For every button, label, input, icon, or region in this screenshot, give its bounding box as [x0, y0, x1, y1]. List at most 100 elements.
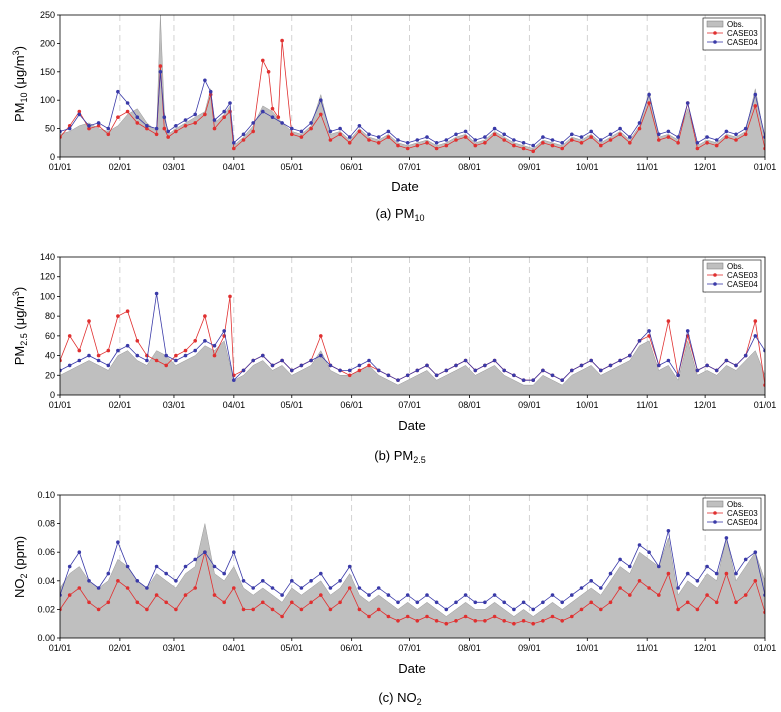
data-point-case04	[405, 373, 410, 378]
data-point-case04	[492, 358, 497, 363]
data-point-case04	[228, 101, 232, 105]
data-point-case03	[599, 607, 603, 612]
data-point-case04	[685, 101, 690, 105]
data-point-case04	[734, 571, 738, 576]
y-tick-label: 60	[45, 331, 55, 341]
data-point-case04	[77, 550, 82, 554]
data-point-case04	[502, 368, 507, 373]
data-point-case04	[328, 586, 333, 590]
data-point-case04	[261, 579, 265, 583]
data-point-case04	[106, 363, 111, 368]
data-point-case03	[174, 607, 178, 612]
data-point-case03	[570, 614, 574, 619]
data-point-case04	[106, 571, 111, 576]
data-point-case04	[415, 138, 420, 142]
data-point-case03	[386, 614, 391, 619]
data-point-case03	[483, 619, 487, 623]
data-point-case03	[637, 579, 642, 583]
data-point-case03	[676, 141, 680, 145]
x-tick-label: 08/01	[458, 162, 481, 172]
data-point-case03	[193, 339, 197, 343]
data-point-case04	[193, 112, 197, 117]
data-point-case03	[560, 146, 564, 151]
data-point-case03	[183, 348, 188, 353]
data-point-case03	[705, 593, 709, 597]
data-point-case04	[521, 600, 526, 605]
data-point-case03	[164, 363, 168, 368]
x-tick-label: 09/01	[518, 400, 541, 410]
data-point-case04	[67, 363, 72, 368]
data-point-case03	[367, 614, 371, 619]
data-point-case04	[541, 368, 545, 373]
data-point-case04	[125, 101, 130, 105]
y-tick-label: 80	[45, 311, 55, 321]
data-point-case03	[367, 138, 371, 142]
data-point-case04	[319, 353, 323, 358]
data-point-case03	[386, 135, 391, 139]
x-axis-label: Date	[391, 179, 418, 194]
x-tick-label: 10/01	[576, 400, 599, 410]
data-point-case03	[415, 619, 420, 623]
data-point-case04	[579, 586, 584, 590]
data-point-case03	[444, 143, 449, 148]
data-point-case04	[347, 135, 352, 139]
data-point-case03	[666, 571, 671, 576]
data-point-case04	[338, 126, 342, 131]
data-point-case04	[463, 358, 468, 363]
data-point-case04	[60, 593, 62, 597]
data-point-case04	[454, 363, 458, 368]
data-point-case04	[67, 564, 72, 569]
data-point-case04	[483, 363, 487, 368]
data-point-case03	[77, 109, 82, 114]
data-point-case04	[483, 600, 487, 605]
data-point-case03	[483, 141, 487, 145]
x-tick-label: 03/01	[163, 643, 186, 653]
series-area-obs	[60, 339, 765, 395]
data-point-case04	[367, 358, 371, 363]
data-point-case03	[299, 607, 304, 612]
data-point-case04	[193, 348, 197, 353]
data-point-case04	[357, 586, 362, 590]
data-point-case04	[676, 373, 680, 378]
data-point-case03	[376, 607, 381, 612]
data-point-case04	[162, 115, 167, 119]
data-point-case04	[608, 571, 613, 576]
data-point-case04	[232, 378, 236, 383]
data-point-case04	[261, 109, 265, 114]
x-tick-label: 10/01	[576, 643, 599, 653]
x-tick-label: 09/01	[518, 162, 541, 172]
data-point-case04	[425, 363, 429, 368]
data-point-case04	[425, 135, 429, 139]
data-point-case04	[96, 358, 101, 363]
panel-caption: (c) NO2	[378, 690, 421, 707]
x-tick-label: 01/01	[754, 400, 777, 410]
data-point-case04	[174, 579, 178, 583]
data-point-case04	[87, 353, 91, 358]
data-point-case03	[463, 135, 468, 139]
data-point-case04	[541, 600, 545, 605]
data-point-case04	[705, 564, 709, 569]
data-point-case03	[299, 135, 304, 139]
data-point-case03	[251, 607, 255, 612]
series-line-case04	[60, 71, 765, 147]
data-point-case03	[319, 334, 323, 338]
data-point-case04	[444, 368, 449, 373]
data-point-case03	[579, 141, 584, 145]
data-point-case04	[657, 132, 661, 137]
panel-pm25: (b) PM2.5 Date PM2.5 (μg/m3) 0 20 40 60 80 10…	[11, 252, 776, 465]
data-point-case04	[367, 132, 371, 137]
x-tick-label: 01/01	[49, 162, 72, 172]
data-point-case04	[376, 135, 381, 139]
data-point-case03	[492, 614, 497, 619]
data-point-case03	[309, 126, 313, 131]
data-point-case03	[96, 353, 101, 358]
legend-box	[702, 497, 762, 531]
y-tick-label: 150	[40, 67, 55, 77]
data-point-case04	[734, 132, 738, 137]
data-point-case03	[724, 571, 729, 576]
data-point-case03	[685, 600, 690, 605]
data-point-case04	[763, 135, 765, 139]
data-point-case03	[261, 58, 265, 63]
data-point-case04	[473, 368, 478, 373]
